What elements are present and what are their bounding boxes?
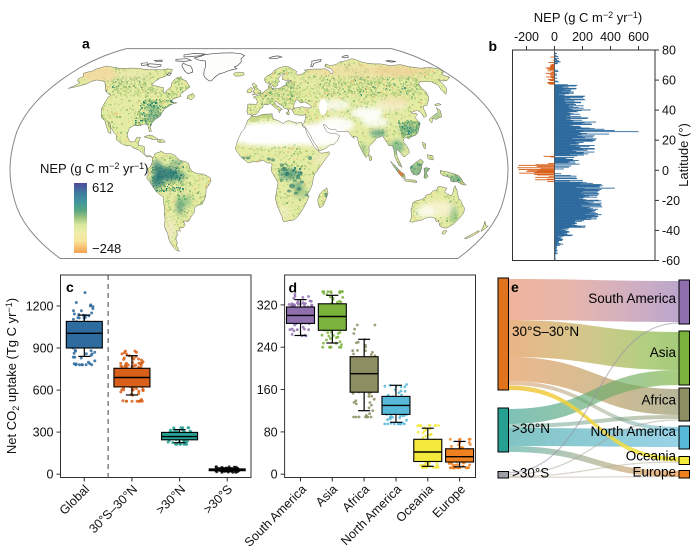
svg-text:600: 600 — [33, 384, 54, 398]
svg-text:b: b — [489, 38, 498, 54]
svg-text:320: 320 — [257, 298, 278, 312]
svg-text:a: a — [82, 35, 90, 51]
svg-text:0: 0 — [551, 30, 558, 44]
svg-text:NEP (g C m−2 yr−1): NEP (g C m−2 yr−1) — [534, 10, 642, 25]
svg-text:>30°N: >30°N — [512, 421, 550, 436]
svg-text:−248: −248 — [92, 241, 121, 256]
svg-text:80: 80 — [264, 425, 278, 439]
svg-text:300: 300 — [33, 426, 54, 440]
svg-text:1200: 1200 — [26, 300, 54, 314]
svg-text:80: 80 — [662, 44, 676, 58]
svg-text:c: c — [66, 279, 74, 295]
svg-text:Asia: Asia — [650, 345, 677, 360]
svg-text:-200: -200 — [514, 30, 539, 44]
svg-text:NEP (g C m−2 yr−1): NEP (g C m−2 yr−1) — [40, 161, 148, 176]
svg-text:240: 240 — [257, 341, 278, 355]
svg-text:Net CO2 uptake (Tg C yr−1): Net CO2 uptake (Tg C yr−1) — [4, 298, 21, 454]
svg-text:South America: South America — [588, 291, 676, 306]
svg-text:900: 900 — [33, 342, 54, 356]
svg-text:612: 612 — [92, 180, 114, 195]
svg-text:-20: -20 — [662, 194, 680, 208]
svg-text:200: 200 — [572, 30, 593, 44]
svg-text:Africa: Africa — [641, 393, 676, 408]
svg-text:-60: -60 — [662, 254, 680, 268]
svg-text:30°S–30°N: 30°S–30°N — [512, 324, 579, 339]
svg-text:60: 60 — [662, 74, 676, 88]
svg-text:Oceania: Oceania — [626, 449, 677, 464]
svg-text:d: d — [289, 280, 298, 296]
svg-text:Latitude (°): Latitude (°) — [676, 123, 691, 187]
svg-text:40: 40 — [662, 104, 676, 118]
svg-text:0: 0 — [47, 468, 54, 482]
svg-text:North America: North America — [590, 424, 676, 439]
svg-text:400: 400 — [600, 30, 621, 44]
svg-text:20: 20 — [662, 134, 676, 148]
svg-text:0: 0 — [271, 468, 278, 482]
svg-text:e: e — [511, 279, 519, 295]
svg-text:0: 0 — [662, 164, 669, 178]
svg-text:Europe: Europe — [632, 465, 676, 480]
svg-text:>30°S: >30°S — [512, 466, 549, 481]
svg-text:600: 600 — [628, 30, 649, 44]
svg-text:160: 160 — [257, 383, 278, 397]
svg-text:-40: -40 — [662, 224, 680, 238]
